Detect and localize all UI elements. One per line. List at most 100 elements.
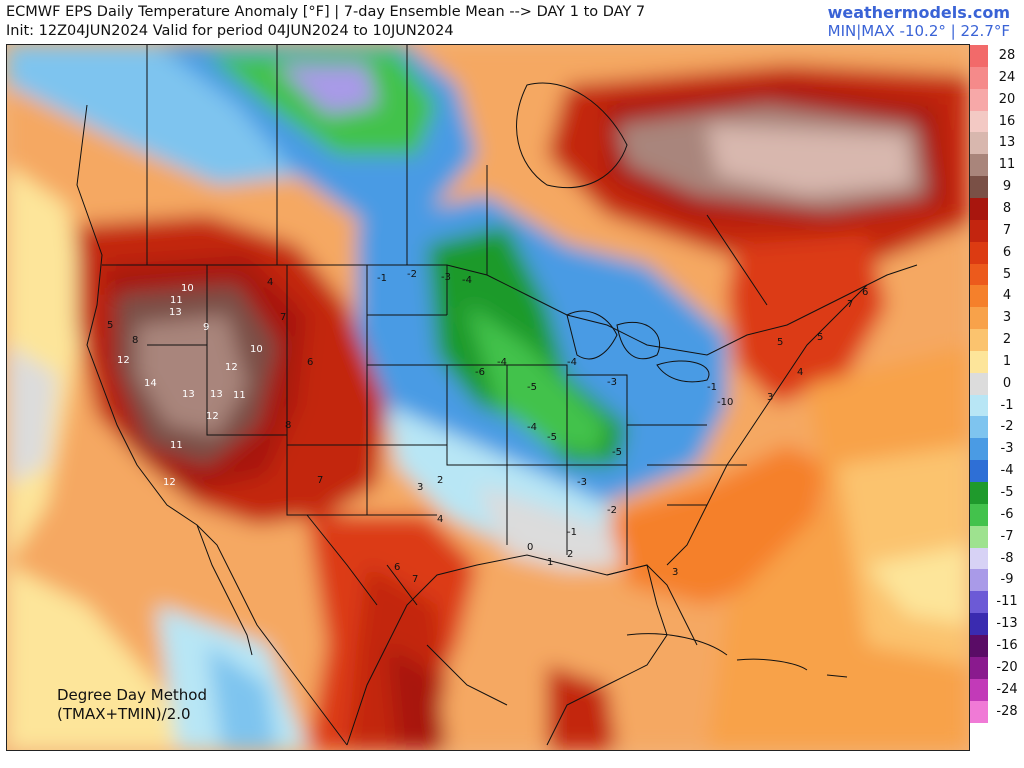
legend-entry: 13 (970, 132, 1024, 155)
legend-entry: -11 (970, 591, 1024, 614)
anomaly-value-label: 10 (181, 283, 194, 294)
legend-label: 8 (1002, 200, 1012, 216)
legend-swatch (970, 525, 988, 549)
legend-entry: -3 (970, 438, 1024, 461)
legend-swatch (970, 591, 988, 614)
anomaly-value-label: -4 (527, 422, 537, 433)
legend-entry: -1 (970, 394, 1024, 418)
anomaly-value-label: 13 (210, 389, 223, 400)
legend-entry: 2 (970, 329, 1024, 352)
anomaly-value-label: 11 (170, 295, 183, 306)
anomaly-value-label: -6 (475, 367, 485, 378)
anomaly-value-label: 4 (797, 367, 803, 378)
legend-label: -4 (1000, 463, 1014, 479)
legend-swatch (970, 132, 988, 155)
map-title: ECMWF EPS Daily Temperature Anomaly [°F]… (6, 4, 646, 20)
legend-entry: -24 (970, 678, 1024, 702)
legend-swatch (970, 634, 988, 658)
anomaly-value-label: -3 (607, 377, 617, 388)
anomaly-value-label: 6 (394, 562, 400, 573)
method-line-2: (TMAX+TMIN)/2.0 (57, 705, 191, 723)
legend-swatch (970, 547, 988, 571)
legend-swatch (970, 307, 988, 330)
legend-swatch (970, 350, 988, 374)
anomaly-value-label: 13 (182, 389, 195, 400)
legend-entry: 20 (970, 88, 1024, 112)
legend-label: 0 (1002, 375, 1012, 391)
anomaly-map: 11 10 13 12 14 13 13 12 11 12 10 11 12 8 8 7 9 -1 -2 -3 -4 -4… (6, 44, 970, 751)
legend-entry: 28 (970, 45, 1024, 68)
legend-label: 5 (1002, 266, 1012, 282)
method-line-1: Degree Day Method (57, 686, 208, 704)
legend-entry: 11 (970, 154, 1024, 177)
legend-label: 28 (998, 48, 1016, 63)
legend-label: 11 (998, 157, 1016, 173)
legend-swatch (970, 263, 988, 287)
legend-entry: -20 (970, 656, 1024, 680)
anomaly-value-label: 12 (117, 355, 130, 366)
site-name: weathermodels.com (827, 3, 1010, 22)
anomaly-value-label: 14 (144, 378, 157, 389)
legend-swatch (970, 45, 988, 68)
legend-label: -2 (1000, 419, 1014, 435)
legend-entry: -9 (970, 569, 1024, 592)
legend-label: 9 (1002, 179, 1012, 195)
legend-entry: -4 (970, 460, 1024, 483)
anomaly-value-label: 1 (547, 557, 553, 568)
legend-entry: 16 (970, 110, 1024, 134)
legend-swatch (970, 700, 988, 724)
legend-swatch (970, 285, 988, 308)
legend-swatch (970, 176, 988, 199)
legend-label: 16 (998, 113, 1016, 129)
legend-entry: 4 (970, 285, 1024, 308)
anomaly-value-label: -5 (527, 382, 537, 393)
anomaly-value-label: 8 (285, 420, 291, 431)
legend-label: -24 (996, 681, 1018, 697)
anomaly-value-label: 6 (307, 357, 313, 368)
legend-swatch (970, 678, 988, 702)
anomaly-value-label: -2 (607, 505, 617, 516)
anomaly-value-label: 6 (862, 287, 868, 298)
anomaly-value-label: 9 (203, 322, 209, 333)
legend-label: -7 (1000, 528, 1014, 544)
anomaly-value-label: -10 (717, 397, 733, 408)
legend-label: -28 (996, 703, 1018, 719)
anomaly-value-label: -1 (377, 273, 387, 284)
legend-entry: 24 (970, 66, 1024, 90)
map-subtitle: Init: 12Z04JUN2024 Valid for period 04JU… (6, 23, 454, 39)
legend-swatch (970, 438, 988, 461)
legend-label: 3 (1002, 310, 1012, 326)
legend-swatch (970, 197, 988, 221)
legend-entry: 8 (970, 197, 1024, 221)
legend-swatch (970, 613, 988, 636)
legend-label: 6 (1002, 244, 1012, 260)
anomaly-value-label: 4 (437, 514, 443, 525)
anomaly-value-label: 11 (170, 440, 183, 451)
legend-entry: -2 (970, 416, 1024, 440)
anomaly-value-label: 7 (317, 475, 323, 486)
legend-label: 13 (998, 135, 1016, 151)
legend-label: 24 (998, 69, 1016, 85)
anomaly-value-label: 5 (817, 332, 823, 343)
legend-entry: 6 (970, 241, 1024, 265)
anomaly-value-label: 12 (225, 362, 238, 373)
anomaly-value-label: -3 (577, 477, 587, 488)
method-note: Degree Day Method (TMAX+TMIN)/2.0 (57, 686, 207, 724)
anomaly-value-label: 7 (412, 574, 418, 585)
anomaly-value-label: -4 (462, 275, 472, 286)
anomaly-value-label: -1 (707, 382, 717, 393)
legend-swatch (970, 110, 988, 134)
legend-entry: 1 (970, 350, 1024, 374)
legend-label: -6 (1000, 506, 1014, 522)
legend-swatch (970, 416, 988, 440)
legend-entry: 0 (970, 372, 1024, 396)
anomaly-value-label: 11 (233, 390, 246, 401)
anomaly-value-label: -5 (612, 447, 622, 458)
header: ECMWF EPS Daily Temperature Anomaly [°F]… (0, 0, 1024, 44)
anomaly-field (7, 45, 969, 750)
legend-label: -8 (1000, 550, 1014, 566)
anomaly-value-label: -5 (547, 432, 557, 443)
anomaly-value-label: -1 (567, 527, 577, 538)
anomaly-value-label: 2 (437, 475, 443, 486)
